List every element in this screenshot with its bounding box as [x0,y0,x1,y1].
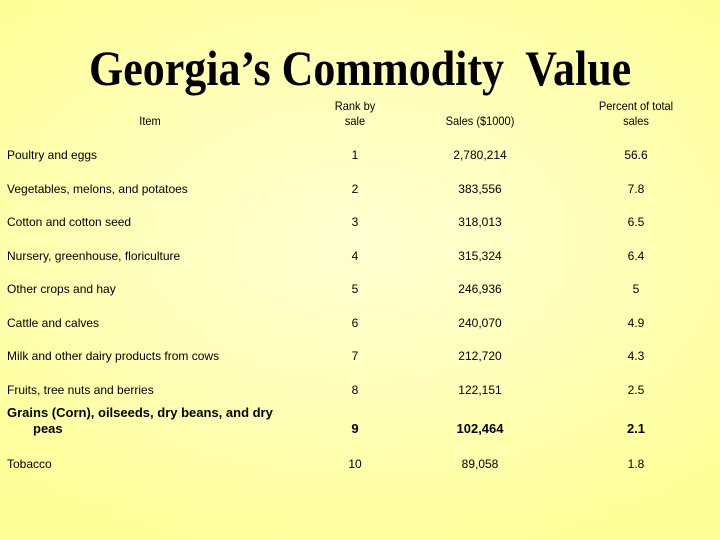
percent-cell: 4.3 [627,349,645,363]
item-cell: Milk and other dairy products from cows [7,349,220,363]
percent-cell: 4.9 [627,316,645,330]
slide-title: Georgia’s Commodity Value [0,38,720,98]
header-item: Item [139,114,161,128]
table-row: Cotton and cotton seed 3 318,013 6.5 [0,214,720,234]
percent-cell: 6.4 [627,249,645,263]
rank-cell: 5 [351,282,359,296]
header-sales: Sales ($1000) [445,114,515,128]
percent-cell: 2.5 [627,383,645,397]
table-row: Milk and other dairy products from cows … [0,348,720,368]
percent-cell: 5 [632,282,640,296]
sales-cell: 240,070 [458,316,502,330]
header-percent: Percent of total sales [580,99,692,129]
sales-cell: 102,464 [456,421,504,436]
rank-cell: 8 [351,383,359,397]
sales-cell: 246,936 [458,282,502,296]
sales-cell: 212,720 [458,349,502,363]
sales-cell: 122,151 [458,383,502,397]
header-percent-line1: Percent of total [598,99,674,113]
item-cell: Fruits, tree nuts and berries [7,383,154,397]
rank-cell: 4 [351,249,359,263]
header-rank: Rank by sale [318,99,392,129]
sales-cell: 89,058 [461,457,499,471]
sales-cell: 2,780,214 [453,148,507,162]
item-cell-line2: peas [33,421,63,436]
sales-cell: 315,324 [458,249,502,263]
table-row: Fruits, tree nuts and berries 8 122,151 … [0,382,720,402]
percent-cell: 2.1 [626,421,646,436]
table-row: Grains (Corn), oilseeds, dry beans, and … [0,405,720,439]
item-cell: Tobacco [7,457,52,471]
item-cell: Cattle and calves [7,316,100,330]
header-rank-line1: Rank by [334,99,376,113]
item-cell: Cotton and cotton seed [7,215,132,229]
rank-cell: 10 [348,457,362,471]
rank-cell: 1 [351,148,359,162]
table-row: Cattle and calves 6 240,070 4.9 [0,315,720,335]
item-cell-line1: Grains (Corn), oilseeds, dry beans, and … [7,405,273,420]
percent-cell: 7.8 [627,182,645,196]
rank-cell: 2 [351,182,359,196]
item-cell: Poultry and eggs [7,148,98,162]
table-row: Tobacco 10 89,058 1.8 [0,456,720,476]
rank-cell: 6 [351,316,359,330]
table-row: Nursery, greenhouse, floriculture 4 315,… [0,248,720,268]
table-row: Poultry and eggs 1 2,780,214 56.6 [0,147,720,167]
header-percent-line2: sales [623,114,649,128]
percent-cell: 56.6 [624,148,648,162]
sales-cell: 318,013 [458,215,502,229]
item-cell: Grains (Corn), oilseeds, dry beans, and … [7,405,307,437]
table-row: Vegetables, melons, and potatoes 2 383,5… [0,181,720,201]
slide-title-text: Georgia’s Commodity Value [88,40,632,96]
item-cell: Nursery, greenhouse, floriculture [7,249,181,263]
table-row: Other crops and hay 5 246,936 5 [0,281,720,301]
rank-cell: 7 [351,349,359,363]
rank-cell: 9 [351,421,359,436]
item-cell: Other crops and hay [7,282,116,296]
header-rank-line2: sale [344,114,366,128]
rank-cell: 3 [351,215,359,229]
percent-cell: 1.8 [627,457,645,471]
percent-cell: 6.5 [627,215,645,229]
sales-cell: 383,556 [458,182,502,196]
item-cell: Vegetables, melons, and potatoes [7,182,188,196]
